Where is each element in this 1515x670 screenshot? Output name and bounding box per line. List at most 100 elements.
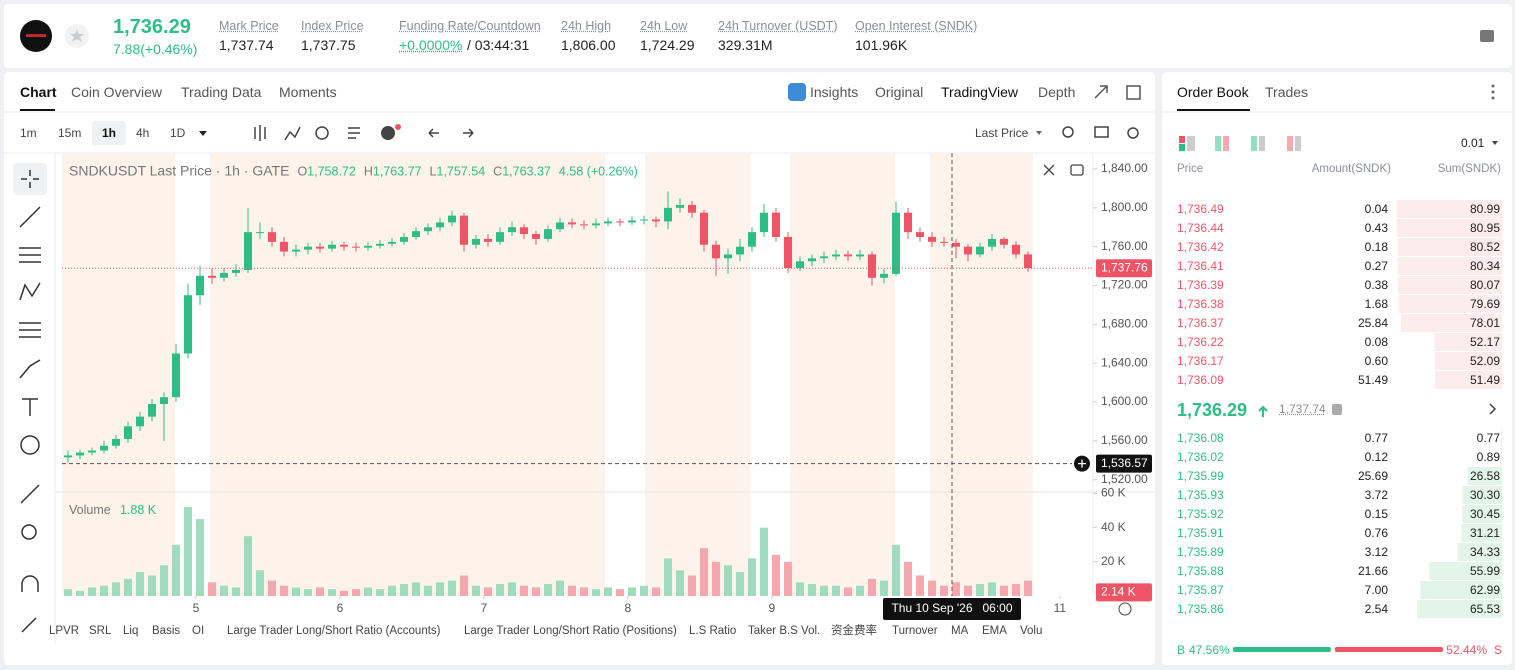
indicator[interactable]: MA xyxy=(951,625,969,637)
candles xyxy=(64,191,1032,596)
view-tab[interactable]: TradingView xyxy=(941,84,1019,100)
book-price: 1,736.17 xyxy=(1177,354,1224,368)
y-tick-label: 1,840.00 xyxy=(1101,161,1148,175)
axis-settings[interactable] xyxy=(1118,602,1132,616)
book-price: 1,736.37 xyxy=(1177,316,1224,330)
camera-icon[interactable] xyxy=(1094,126,1109,138)
zoom-tool[interactable] xyxy=(21,524,37,540)
emoji-tool[interactable] xyxy=(20,435,40,455)
indicator[interactable]: OI xyxy=(192,625,205,637)
indicator[interactable]: LPVR xyxy=(49,625,80,637)
header-panel xyxy=(4,4,1512,68)
pen-tool[interactable] xyxy=(21,617,37,633)
book-sum: 52.09 xyxy=(1469,354,1500,368)
candle-body xyxy=(712,244,720,259)
indicator[interactable]: Liq xyxy=(123,625,139,637)
chevron[interactable] xyxy=(1489,403,1497,415)
indicator[interactable]: Large Trader Long/Short Ratio (Positions… xyxy=(464,625,677,637)
volume-bar xyxy=(88,587,96,596)
book-sum: 78.01 xyxy=(1469,316,1500,330)
fib-tool[interactable] xyxy=(19,322,41,338)
volume-bar xyxy=(352,589,360,596)
indicator[interactable]: L.S Ratio xyxy=(689,625,737,637)
ohlc-value: 1,758.72 xyxy=(307,164,356,179)
caret[interactable] xyxy=(199,131,207,136)
indicator[interactable]: Basis xyxy=(152,625,181,637)
stat-value: 1,806.00 xyxy=(561,37,616,53)
candle-body xyxy=(352,246,360,248)
indicator[interactable]: EMA xyxy=(982,625,1007,637)
text-tool[interactable] xyxy=(22,398,38,416)
candle-body xyxy=(412,231,420,237)
caret[interactable] xyxy=(1492,141,1498,145)
tab[interactable]: Trading Data xyxy=(181,84,262,100)
undo-icon[interactable] xyxy=(428,128,439,138)
redo-icon[interactable] xyxy=(463,128,474,138)
view-tab[interactable]: Insights xyxy=(810,84,859,100)
gear-icon[interactable] xyxy=(1127,127,1139,139)
last-price-label: 1,737.76 xyxy=(1101,260,1148,274)
magnet-tool[interactable] xyxy=(21,575,39,592)
expand-icon[interactable] xyxy=(1094,85,1108,99)
indicator[interactable]: Taker B.S Vol. xyxy=(748,625,821,637)
precision[interactable]: 0.01 xyxy=(1461,136,1485,150)
price-source[interactable]: Last Price xyxy=(975,126,1029,140)
line-tool[interactable] xyxy=(19,206,41,228)
interval[interactable]: 1D xyxy=(170,126,186,140)
indicator-icon[interactable] xyxy=(284,126,301,141)
more-icon[interactable] xyxy=(1491,84,1495,100)
volume-bar xyxy=(904,561,912,596)
view-tab[interactable]: Depth xyxy=(1038,84,1076,100)
column-header: Price xyxy=(1177,163,1204,175)
indicator[interactable]: Volu xyxy=(1020,625,1043,637)
interval[interactable]: 15m xyxy=(58,126,82,140)
candle-body xyxy=(64,455,72,458)
caret[interactable] xyxy=(1036,131,1042,135)
indicator[interactable]: Large Trader Long/Short Ratio (Accounts) xyxy=(227,625,441,637)
tab[interactable]: Coin Overview xyxy=(71,84,163,100)
search-icon[interactable] xyxy=(1062,126,1074,138)
view-tab[interactable]: Original xyxy=(875,84,924,100)
close-icon[interactable] xyxy=(1043,164,1055,176)
book-tab[interactable]: Trades xyxy=(1265,84,1309,100)
volume-bar xyxy=(772,554,780,596)
depth-bar xyxy=(1501,429,1502,447)
candle-body xyxy=(592,223,600,226)
volume-tag xyxy=(1096,583,1152,602)
interval[interactable]: 1m xyxy=(20,126,37,140)
template-icon[interactable] xyxy=(348,127,360,139)
toolbar-icons xyxy=(254,125,1139,141)
book-amount: 7.00 xyxy=(1364,583,1388,597)
candle-body xyxy=(1000,238,1008,245)
crosshair-price-tag xyxy=(1096,454,1152,473)
brush-tool[interactable] xyxy=(19,359,41,379)
add-indicator[interactable] xyxy=(381,126,395,140)
book-price: 1,735.99 xyxy=(1177,469,1224,483)
interval[interactable]: 1h xyxy=(102,126,117,140)
candle-icon[interactable] xyxy=(254,125,266,141)
candle-body xyxy=(952,242,960,247)
volume-bar xyxy=(976,584,984,596)
crosshair-tool[interactable] xyxy=(21,170,39,188)
book-amount: 51.49 xyxy=(1357,373,1388,387)
tab[interactable]: Moments xyxy=(279,84,337,100)
volume-bar xyxy=(400,584,408,596)
tab[interactable]: Chart xyxy=(20,84,57,100)
interval[interactable]: 4h xyxy=(136,126,150,140)
indicator[interactable]: SRL xyxy=(89,625,112,637)
session-bands xyxy=(62,153,1033,596)
ruler-tool[interactable] xyxy=(20,484,40,504)
refresh-icon[interactable] xyxy=(315,126,329,140)
settings-icon[interactable] xyxy=(1480,30,1494,42)
window-icon[interactable] xyxy=(1126,85,1141,100)
pattern-tool[interactable] xyxy=(19,282,41,301)
replay-icon[interactable] xyxy=(1070,164,1084,176)
indicator[interactable]: 资金费率 xyxy=(831,625,877,637)
depth-bar xyxy=(1500,448,1502,466)
indicator[interactable]: Turnover xyxy=(892,625,938,637)
channel-tool[interactable] xyxy=(19,247,41,263)
book-tab[interactable]: Order Book xyxy=(1177,84,1249,100)
candle-body xyxy=(688,204,696,213)
